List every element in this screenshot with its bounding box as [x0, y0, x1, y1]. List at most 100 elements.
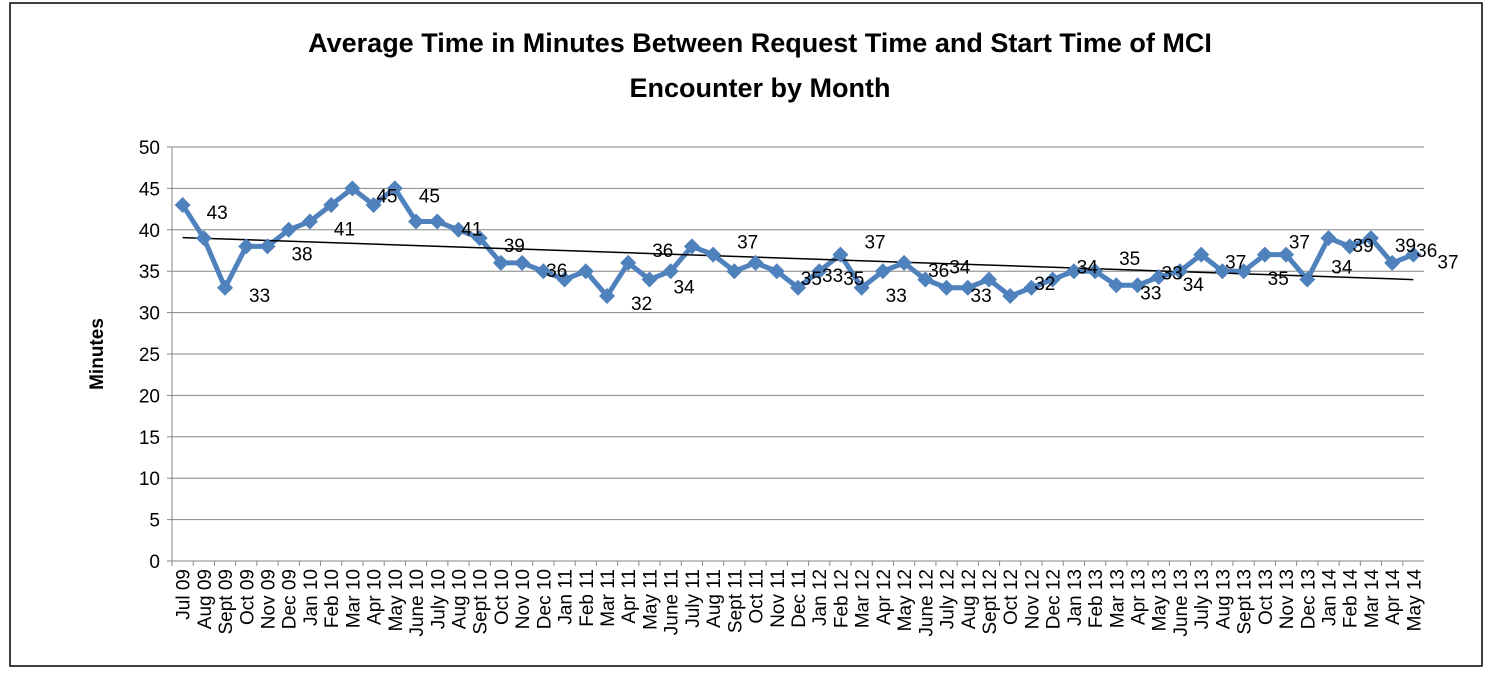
y-tick-label: 15 — [139, 428, 160, 449]
chart-title: Average Time in Minutes Between Request … — [308, 28, 1212, 58]
data-point — [492, 254, 509, 271]
data-point — [535, 263, 552, 280]
data-label: 39 — [1395, 236, 1416, 257]
data-label: 37 — [1225, 253, 1246, 274]
data-label: 36 — [928, 261, 949, 282]
data-point — [1320, 230, 1337, 247]
x-tick-label: Nov 12 — [1022, 569, 1043, 629]
data-point — [726, 263, 743, 280]
data-point — [853, 279, 870, 296]
y-tick-label: 30 — [139, 304, 160, 325]
trendline — [182, 236, 1414, 281]
x-tick-label: July 12 — [938, 569, 959, 629]
data-label: 33 — [1162, 263, 1183, 284]
data-point — [1235, 263, 1252, 280]
data-point — [683, 238, 700, 255]
data-label: 35 — [1119, 249, 1140, 270]
x-tick-label: Dec 11 — [789, 569, 810, 628]
x-tick-label: Sept 11 — [725, 569, 746, 633]
x-tick-label: Aug 10 — [449, 569, 470, 629]
x-tick-label: June 11 — [662, 569, 683, 635]
data-label: 39 — [1353, 236, 1374, 257]
data-point — [259, 238, 276, 255]
data-point — [577, 263, 594, 280]
data-point — [195, 230, 212, 247]
x-tick-label: Jan 12 — [810, 569, 831, 626]
data-point — [1129, 277, 1146, 294]
x-tick-label: Oct 13 — [1256, 569, 1277, 625]
x-tick-label: Aug 13 — [1213, 569, 1234, 629]
x-tick-label: May 11 — [640, 569, 661, 630]
data-point — [386, 180, 403, 197]
x-tick-label: May 12 — [895, 569, 916, 631]
data-point — [641, 271, 658, 288]
data-point — [747, 254, 764, 271]
data-point — [301, 213, 318, 230]
x-tick-label: June 12 — [916, 569, 937, 637]
data-point — [832, 246, 849, 263]
data-label: 38 — [291, 244, 312, 265]
y-tick-label: 35 — [139, 262, 160, 283]
data-point — [1299, 271, 1316, 288]
data-label: 34 — [949, 257, 971, 278]
data-label: 34 — [673, 277, 695, 298]
data-point — [365, 196, 382, 213]
x-tick-label: July 13 — [1192, 569, 1213, 629]
x-tick-label: July 10 — [428, 569, 449, 629]
x-tick-label: Dec 10 — [534, 569, 555, 629]
data-point — [1171, 263, 1188, 280]
x-tick-label: Feb 13 — [1086, 569, 1107, 628]
data-point — [1065, 263, 1082, 280]
x-tick-label: Feb 14 — [1341, 569, 1362, 629]
y-axis-label: Minutes — [87, 318, 108, 390]
x-tick-label: Dec 09 — [280, 569, 301, 629]
data-label: 33 — [822, 266, 843, 287]
chart-title: Encounter by Month — [630, 73, 891, 103]
x-tick-label: Jan 11 — [556, 569, 577, 625]
y-tick-label: 0 — [149, 552, 160, 573]
data-point — [917, 271, 934, 288]
x-tick-label: Oct 09 — [237, 569, 258, 625]
x-tick-label: June 13 — [1171, 569, 1192, 637]
data-label: 36 — [652, 241, 673, 262]
data-point — [1108, 277, 1125, 294]
x-tick-label: Jan 14 — [1320, 569, 1341, 626]
data-label: 37 — [1437, 253, 1458, 274]
data-point — [1193, 246, 1210, 263]
data-label: 32 — [631, 294, 652, 315]
data-point — [938, 279, 955, 296]
x-tick-label: Mar 13 — [1107, 569, 1128, 628]
data-point — [556, 271, 573, 288]
x-tick-label: Nov 10 — [513, 569, 534, 629]
data-label: 33 — [971, 286, 992, 307]
x-tick-label: Jan 10 — [301, 569, 322, 626]
x-tick-label: Apr 13 — [1129, 569, 1150, 625]
y-tick-label: 25 — [139, 345, 160, 366]
data-point — [1362, 230, 1379, 247]
x-tick-label: Sept 13 — [1235, 569, 1256, 635]
data-label: 33 — [886, 286, 907, 307]
data-point — [1256, 246, 1273, 263]
data-point — [323, 196, 340, 213]
data-point — [705, 246, 722, 263]
x-tick-label: Apr 14 — [1383, 569, 1404, 625]
data-point — [959, 279, 976, 296]
data-point — [1384, 254, 1401, 271]
data-point — [238, 238, 255, 255]
data-label: 39 — [504, 236, 525, 257]
x-tick-label: Sept 10 — [471, 569, 492, 635]
x-tick-label: Nov 09 — [258, 569, 279, 629]
data-label: 34 — [1183, 275, 1205, 296]
x-tick-label: Sept 09 — [216, 569, 237, 635]
x-tick-label: Aug 09 — [195, 569, 216, 629]
data-point — [1044, 271, 1061, 288]
data-label: 34 — [1077, 257, 1099, 278]
data-point — [344, 180, 361, 197]
x-tick-label: Dec 13 — [1298, 569, 1319, 629]
data-point — [1214, 263, 1231, 280]
x-tick-label: Apr 10 — [365, 569, 386, 625]
data-point — [280, 221, 297, 238]
data-label: 36 — [1416, 241, 1437, 262]
data-point — [217, 279, 234, 296]
